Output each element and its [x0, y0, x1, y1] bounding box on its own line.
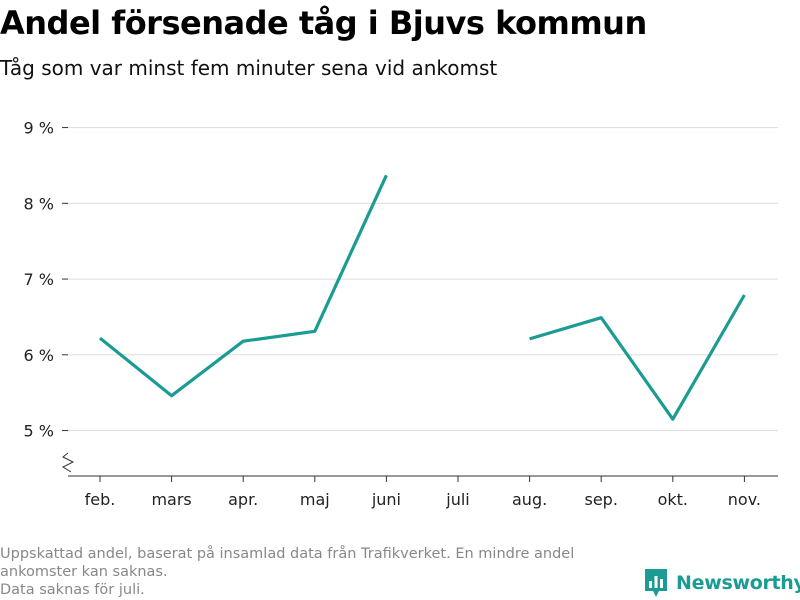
series-line	[529, 294, 746, 421]
y-tick-label: 8 %	[24, 194, 54, 213]
x-tick-label: apr.	[228, 490, 258, 509]
newsworthy-logo-icon	[645, 569, 667, 597]
y-tick-label: 7 %	[24, 270, 54, 289]
x-tick-label: nov.	[728, 490, 761, 509]
chart-subtitle: Tåg som var minst fem minuter sena vid a…	[0, 56, 498, 80]
x-tick-label: okt.	[658, 490, 688, 509]
x-tick-label: mars	[151, 490, 191, 509]
line-chart: 5 % 6 % 7 % 8 % 9 % feb. mars apr. maj juni juli au…	[24, 119, 778, 509]
footnote-line: ankomster kan saknas.	[0, 564, 168, 580]
series-line	[98, 174, 388, 398]
footnote: Uppskattad andel, baserat på insamlad da…	[0, 545, 640, 599]
x-tick-label: maj	[300, 490, 330, 509]
y-tick-label: 9 %	[24, 119, 54, 138]
x-tick-label: sep.	[584, 490, 617, 509]
brand-name: Newsworthy	[676, 572, 800, 594]
y-tick-label: 6 %	[24, 346, 54, 365]
brand-logo: Newsworthy	[644, 568, 800, 598]
x-tick-label: juli	[445, 490, 469, 509]
x-tick-label: aug.	[512, 490, 547, 509]
x-tick-label: feb.	[85, 490, 116, 509]
axis-break-icon	[61, 452, 75, 473]
footnote-line: Data saknas för juli.	[0, 582, 145, 598]
chart-title: Andel försenade tåg i Bjuvs kommun	[0, 4, 647, 42]
y-tick-label: 5 %	[24, 422, 54, 441]
x-tick-label: juni	[371, 490, 401, 509]
footnote-line: Uppskattad andel, baserat på insamlad da…	[0, 546, 575, 562]
